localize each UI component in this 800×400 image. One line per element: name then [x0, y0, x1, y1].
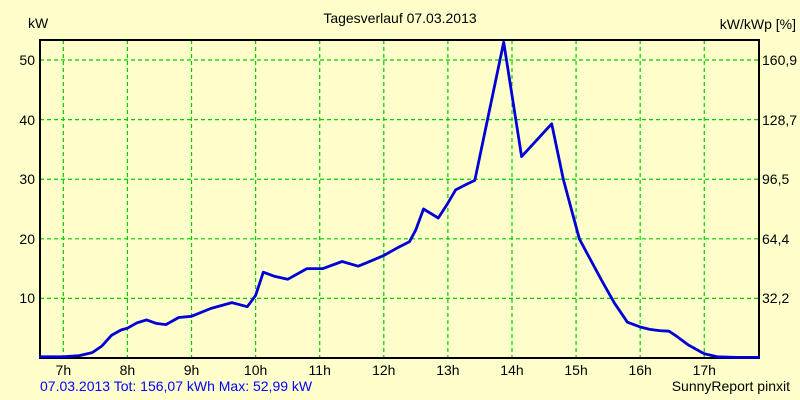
hour-tick-label: 13h — [436, 362, 460, 378]
app-credit-text: SunnyReport pinxit — [671, 378, 790, 394]
hour-tick-label: 8h — [119, 362, 136, 378]
power-curve — [38, 40, 761, 359]
right-tick-label: 64,4 — [762, 230, 790, 247]
left-tick-label: 20 — [19, 230, 35, 247]
hour-tick-label: 14h — [500, 362, 524, 378]
right-tick-label: 128,7 — [762, 111, 798, 128]
left-axis-title: kW — [28, 15, 49, 31]
hour-tick-label: 15h — [564, 362, 588, 378]
hour-tick-label: 7h — [55, 362, 72, 378]
hour-tick-label: 10h — [243, 362, 268, 378]
hour-tick-label: 12h — [372, 362, 396, 378]
hour-tick-label: 17h — [692, 362, 716, 378]
left-tick-label: 10 — [19, 290, 35, 307]
right-tick-label: 96,5 — [762, 171, 790, 188]
right-tick-label: 160,9 — [762, 52, 798, 69]
left-tick-label: 50 — [19, 52, 35, 69]
left-tick-label: 30 — [19, 171, 35, 188]
plot-border — [39, 39, 760, 359]
hour-tick-label: 9h — [183, 362, 200, 378]
hour-tick-label: 11h — [308, 362, 331, 378]
chart-title: Tagesverlauf 07.03.2013 — [323, 10, 477, 26]
hour-tick-label: 16h — [628, 362, 652, 378]
right-axis-title: kW/kWp [%] — [719, 16, 796, 32]
left-tick-label: 40 — [19, 111, 35, 128]
right-tick-label: 32,2 — [762, 290, 790, 307]
daily-summary-text: 07.03.2013 Tot: 156,07 kWh Max: 52,99 kW — [40, 378, 313, 394]
